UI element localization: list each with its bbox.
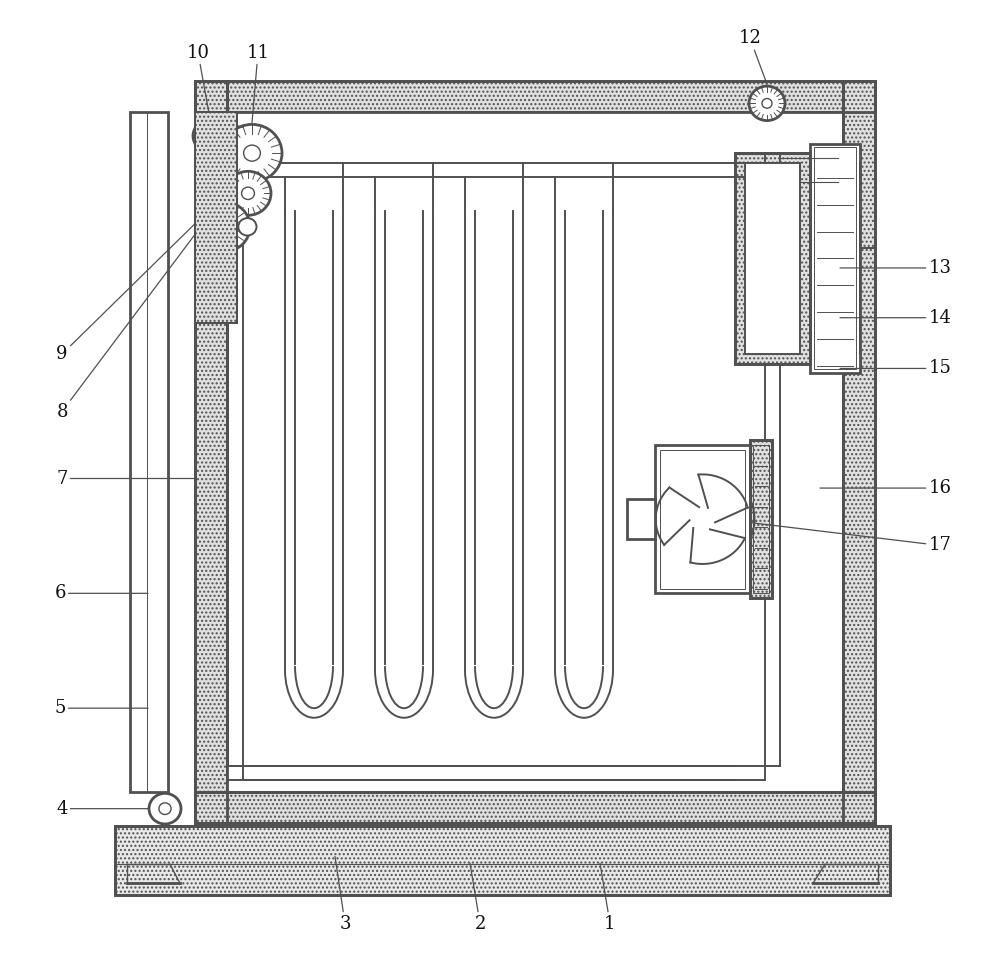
Bar	[750, 440, 772, 598]
Bar	[227, 112, 843, 792]
Text: 17: 17	[718, 519, 951, 554]
Bar	[195, 792, 875, 823]
Bar	[814, 147, 856, 369]
Text: 13: 13	[840, 259, 952, 277]
Text: 8: 8	[56, 228, 200, 420]
Text: 7: 7	[56, 470, 195, 487]
Bar	[655, 445, 750, 593]
Bar	[195, 81, 875, 112]
Text: 14: 14	[840, 309, 951, 326]
Bar	[195, 81, 227, 823]
Text: 1: 1	[600, 863, 616, 932]
Text: 4: 4	[56, 800, 148, 817]
Circle shape	[218, 220, 230, 233]
Bar	[735, 153, 810, 364]
Bar	[753, 445, 769, 593]
Bar	[195, 81, 227, 823]
Text: 12: 12	[739, 30, 767, 84]
Bar	[115, 826, 890, 895]
Circle shape	[225, 171, 271, 215]
Bar	[735, 153, 810, 364]
Text: 6: 6	[54, 585, 148, 602]
Bar	[745, 163, 800, 354]
Bar	[195, 112, 237, 323]
Bar	[660, 450, 745, 589]
Circle shape	[193, 120, 227, 152]
Text: 2: 2	[470, 863, 486, 932]
Text: 10: 10	[186, 44, 210, 119]
Circle shape	[198, 202, 250, 252]
Text: 16: 16	[820, 479, 952, 497]
Circle shape	[238, 218, 256, 235]
Bar	[115, 826, 890, 895]
Bar	[627, 500, 655, 539]
Text: 15: 15	[840, 360, 951, 377]
Circle shape	[696, 513, 709, 525]
Text: 9: 9	[56, 193, 226, 363]
Bar	[130, 112, 168, 792]
Text: 11: 11	[246, 44, 270, 122]
Circle shape	[244, 145, 260, 161]
Circle shape	[242, 188, 254, 199]
Bar	[843, 81, 875, 823]
Circle shape	[149, 793, 181, 824]
Bar	[810, 144, 860, 373]
Bar	[195, 81, 875, 112]
Bar	[843, 81, 875, 823]
Circle shape	[749, 86, 785, 121]
Circle shape	[222, 124, 282, 182]
Bar	[195, 792, 875, 823]
Bar	[750, 440, 772, 598]
Bar	[195, 112, 237, 323]
Text: 5: 5	[54, 700, 148, 717]
Circle shape	[762, 99, 772, 108]
Text: 3: 3	[335, 857, 351, 932]
